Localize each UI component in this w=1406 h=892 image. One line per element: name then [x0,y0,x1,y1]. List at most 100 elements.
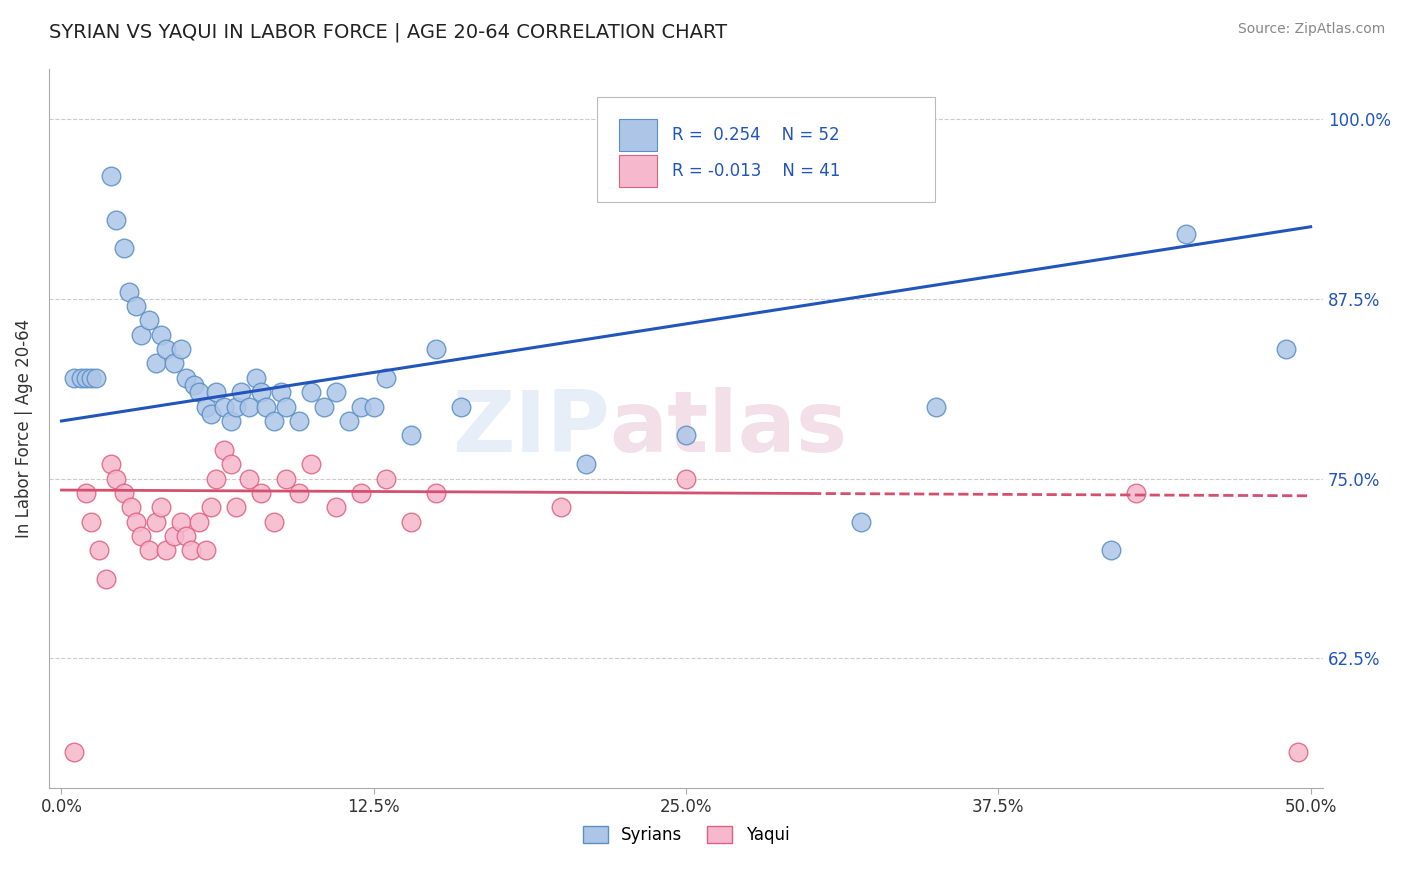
Point [363,400,385,414]
Point [80,371,103,385]
Point [100,457,122,471]
Point [250,385,273,400]
Point [221,457,243,471]
Point [221,414,243,428]
Point [337,414,360,428]
Point [254,400,277,414]
Point [125,299,148,313]
Bar [619,119,657,152]
Point [238,400,260,414]
Legend: Syrians, Yaqui: Syrians, Yaqui [582,826,789,844]
FancyBboxPatch shape [598,97,935,202]
Point [350,400,373,414]
Point [225,500,247,515]
Point [350,486,373,500]
Point [849,515,872,529]
Point [63,745,86,759]
Point [550,500,572,515]
Point [325,500,347,515]
Point [276,471,298,485]
Point [80,515,103,529]
Point [450,400,472,414]
Point [96,572,118,586]
Bar [619,155,657,187]
Point [1125,486,1147,500]
Point [1286,745,1309,759]
Point [180,543,202,558]
Point [312,400,335,414]
Point [399,515,422,529]
Point [187,385,209,400]
Point [195,543,218,558]
Point [1099,543,1122,558]
Text: Source: ZipAtlas.com: Source: ZipAtlas.com [1237,22,1385,37]
Point [163,356,186,370]
Point [263,414,285,428]
Point [120,500,142,515]
Point [231,385,253,400]
Point [250,486,273,500]
Point [86,371,108,385]
Point [150,327,173,342]
Point [163,529,186,543]
Point [200,407,222,421]
Point [675,471,697,485]
Text: R = -0.013    N = 41: R = -0.013 N = 41 [672,162,841,180]
Point [100,169,122,184]
Point [288,486,311,500]
Point [205,385,228,400]
Point [170,515,193,529]
Point [375,471,398,485]
Text: atlas: atlas [610,386,848,470]
Text: R =  0.254    N = 52: R = 0.254 N = 52 [672,126,839,144]
Point [399,428,422,442]
Point [75,371,97,385]
Point [212,400,235,414]
Point [125,515,148,529]
Point [176,371,198,385]
Point [105,471,128,485]
Point [575,457,598,471]
Point [1274,342,1296,356]
Point [70,371,93,385]
Point [105,212,128,227]
Point [270,385,292,400]
Point [225,400,247,414]
Point [925,400,948,414]
Point [183,378,205,392]
Point [145,356,167,370]
Point [238,471,260,485]
Text: SYRIAN VS YAQUI IN LABOR FORCE | AGE 20-64 CORRELATION CHART: SYRIAN VS YAQUI IN LABOR FORCE | AGE 20-… [49,22,727,42]
Point [170,342,193,356]
Text: ZIP: ZIP [451,386,610,470]
Point [675,428,697,442]
Point [299,457,322,471]
Point [112,241,135,255]
Point [299,385,322,400]
Point [131,327,153,342]
Point [263,515,285,529]
Point [195,400,218,414]
Point [138,313,160,327]
Point [200,500,222,515]
Point [205,471,228,485]
Point [425,342,447,356]
Point [87,543,110,558]
Point [176,529,198,543]
Point [138,543,160,558]
Point [145,515,167,529]
Point [375,371,398,385]
Point [425,486,447,500]
Point [212,442,235,457]
Point [288,414,311,428]
Point [150,500,173,515]
Point [1174,227,1197,241]
Point [155,543,177,558]
Point [118,285,141,299]
Point [131,529,153,543]
Point [325,385,347,400]
Point [63,371,86,385]
Y-axis label: In Labor Force | Age 20-64: In Labor Force | Age 20-64 [15,318,32,538]
Point [112,486,135,500]
Point [187,515,209,529]
